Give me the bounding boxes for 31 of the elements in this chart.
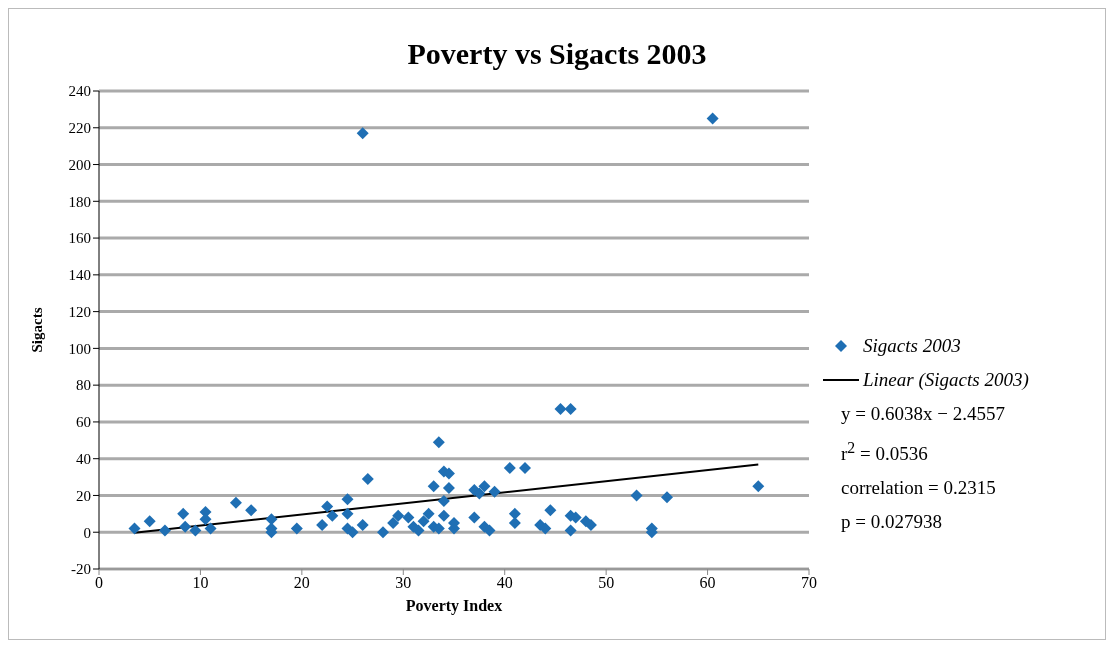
- x-tick-label: 30: [395, 574, 412, 592]
- chart-title: Poverty vs Sigacts 2003: [406, 37, 708, 71]
- y-tick-label: 180: [68, 193, 91, 210]
- text: y = 0.6038x − 2.4557: [841, 402, 1006, 426]
- x-tick-label: 0: [95, 574, 103, 592]
- legend-label: Sigacts 2003: [863, 334, 961, 358]
- y-tick-label: 20: [76, 487, 91, 504]
- y-tick-label: 60: [76, 414, 91, 431]
- y-tick-label: 140: [68, 267, 91, 284]
- text: r$^{2}$ = 0.0536: [841, 438, 929, 467]
- x-tick-label: 60: [699, 574, 716, 592]
- y-tick-label: 80: [76, 377, 91, 394]
- x-tick-label: 20: [293, 574, 310, 592]
- legend-label: Linear (Sigacts 2003): [863, 368, 1029, 392]
- x-tick-label: 70: [801, 574, 817, 592]
- y-axis-title: Sigacts: [29, 307, 46, 353]
- x-axis-title: Poverty Index: [405, 597, 503, 615]
- text: p = 0.027938: [841, 510, 943, 535]
- x-tick-label: 50: [598, 574, 615, 592]
- y-tick-label: 100: [68, 340, 91, 357]
- y-tick-label: 220: [68, 120, 91, 137]
- y-tick-label: 120: [68, 303, 91, 320]
- y-tick-label: -20: [71, 561, 91, 578]
- x-tick-label: 40: [496, 574, 513, 592]
- y-tick-label: 40: [76, 451, 91, 468]
- y-tick-label: 200: [68, 156, 91, 173]
- x-tick-label: 10: [192, 574, 209, 592]
- y-tick-label: 0: [83, 524, 91, 541]
- y-tick-label: 160: [68, 230, 91, 247]
- text: correlation = 0.2315: [841, 476, 997, 501]
- y-tick-label: 240: [68, 83, 91, 100]
